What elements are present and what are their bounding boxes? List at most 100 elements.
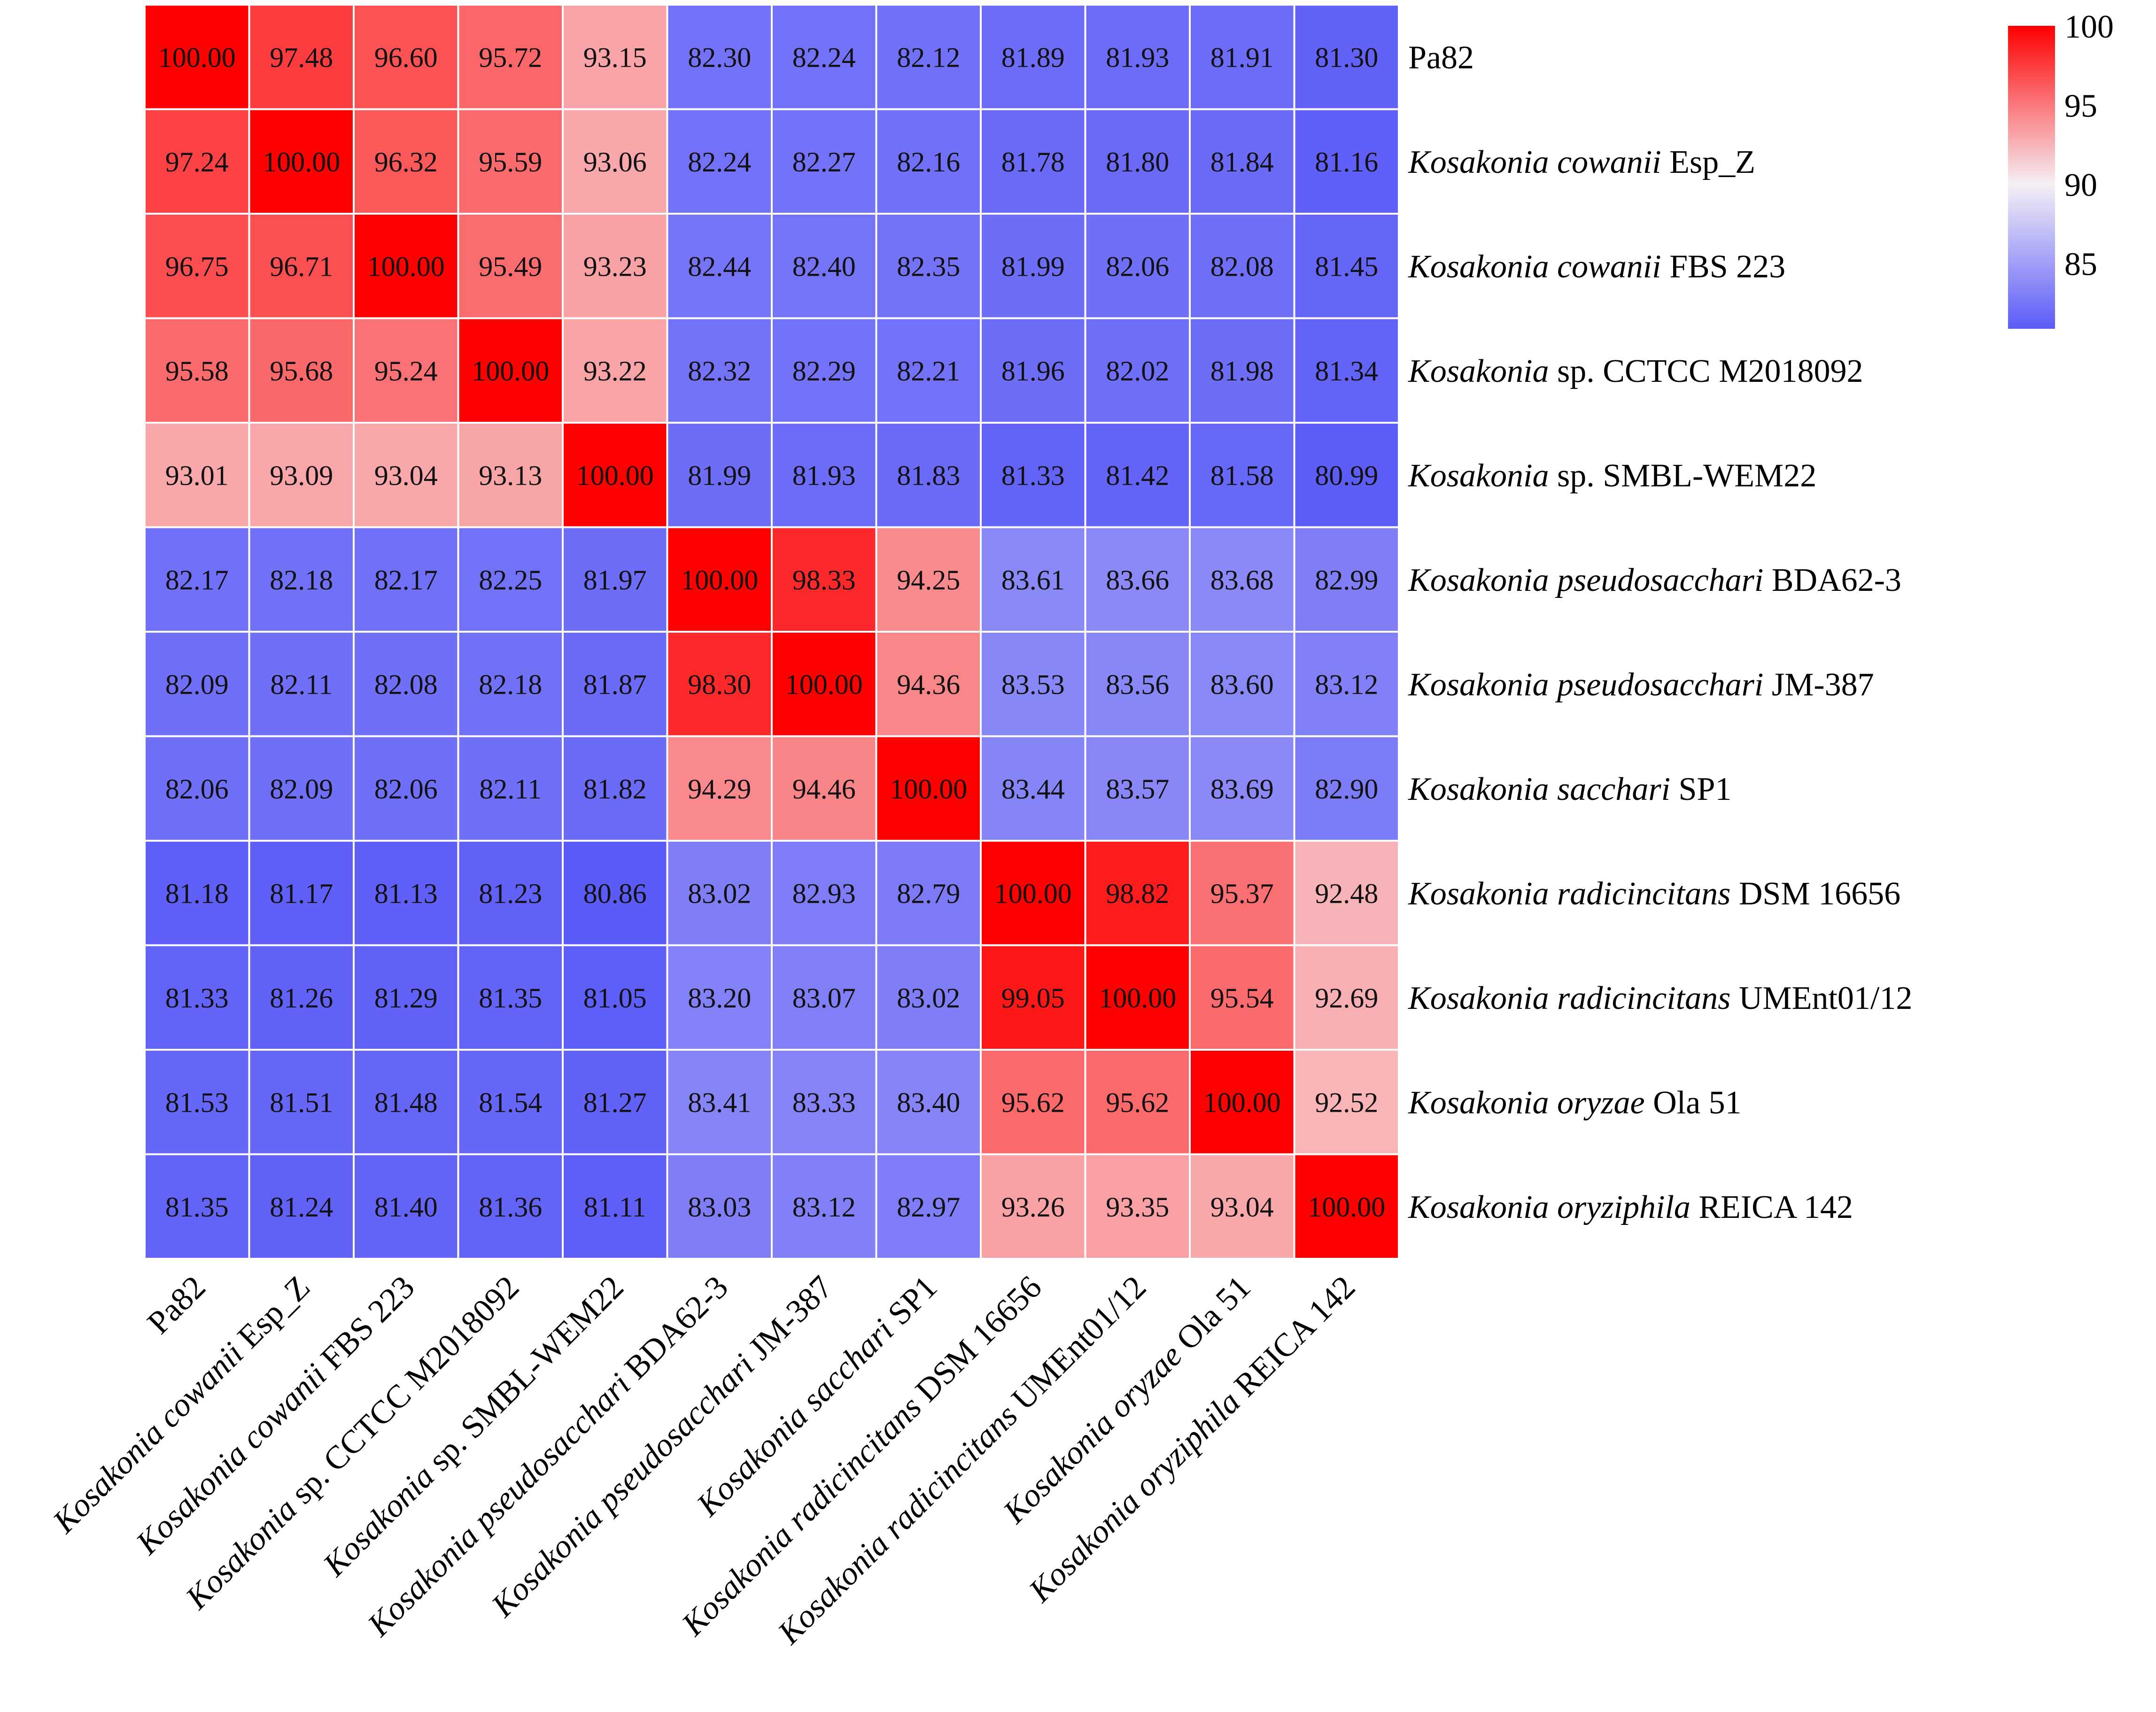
row-label: Kosakonia pseudosacchari BDA62-3 — [1408, 562, 1901, 598]
row-label-italic-part: Kosakonia radicincitans — [1408, 980, 1730, 1016]
cell-value-label: 95.59 — [479, 147, 542, 178]
cell-value-label: 81.83 — [897, 460, 960, 491]
row-label-plain-part: Esp_Z — [1661, 144, 1755, 180]
column-label-italic-part: Kosakonia cowanii — [46, 1335, 250, 1540]
heatmap-cell — [353, 1153, 459, 1260]
row-label: Kosakonia sp. CCTCC M2018092 — [1408, 353, 1863, 389]
cell-value-label: 81.40 — [374, 1192, 438, 1223]
cell-value-label: 82.40 — [792, 251, 856, 282]
cell-value-label: 82.08 — [1210, 251, 1274, 282]
column-label-italic-part: Kosakonia oryziphila — [1022, 1384, 1247, 1610]
heatmap-cell — [1293, 4, 1400, 110]
cell-value-label: 81.11 — [584, 1192, 646, 1223]
cell-value-label: 81.24 — [270, 1192, 333, 1223]
cell-value-label: 97.24 — [165, 147, 229, 178]
heatmap-cell — [771, 108, 877, 215]
cell-value-label: 81.91 — [1210, 42, 1274, 73]
cell-value-label: 95.49 — [479, 251, 542, 282]
column-label: Kosakonia pseudosacchari BDA62-3 — [360, 1269, 735, 1644]
cell-value-label: 82.99 — [1315, 565, 1378, 596]
heatmap-cell — [562, 944, 668, 1051]
cell-value-label: 100.00 — [263, 147, 340, 178]
column-label-italic-part: Kosakonia sacchari — [690, 1312, 901, 1524]
heatmap-cell — [771, 526, 877, 633]
column-label-plain-part: Pa82 — [140, 1269, 212, 1341]
heatmap-cell — [875, 526, 982, 633]
heatmap-cell — [1293, 944, 1400, 1051]
row-label-plain-part: UMEnt01/12 — [1730, 980, 1912, 1016]
cell-value-label: 100.00 — [1203, 1087, 1281, 1118]
cell-value-label: 82.11 — [270, 669, 333, 700]
cell-value-label: 83.61 — [1001, 565, 1065, 596]
heatmap-cell — [666, 108, 773, 215]
cell-value-label: 81.82 — [583, 774, 647, 805]
heatmap-cell — [144, 213, 250, 319]
row-label-italic-part: Kosakonia sacchari — [1408, 771, 1670, 807]
cell-value-label: 83.40 — [897, 1087, 960, 1118]
column-label-plain-part: Ola 51 — [1163, 1269, 1257, 1363]
cell-value-label: 81.18 — [165, 878, 229, 909]
color-scale-ticks: 100 95 90 85 — [2064, 9, 2114, 282]
cell-value-label: 82.08 — [374, 669, 438, 700]
heatmap-cell — [1084, 944, 1191, 1051]
cell-value-label: 99.05 — [1001, 983, 1065, 1014]
cell-value-label: 82.06 — [374, 774, 438, 805]
heatmap-cell — [353, 840, 459, 946]
cell-value-label: 98.82 — [1106, 878, 1169, 909]
row-label-italic-part: Kosakonia cowanii — [1408, 144, 1661, 180]
heatmap-cell — [1293, 840, 1400, 946]
cell-value-label: 95.54 — [1210, 983, 1274, 1014]
heatmap-cell-values: 100.00 97.48 96.60 95.72 93.15 82.30 82.24 82.1… — [158, 42, 1386, 1223]
cell-value-label: 81.29 — [374, 983, 438, 1014]
heatmap-cell — [666, 422, 773, 528]
row-label-italic-part: Kosakonia pseudosacchari — [1408, 562, 1763, 598]
cell-value-label: 81.34 — [1315, 356, 1378, 387]
heatmap-cell — [875, 4, 982, 110]
row-label-plain-part: JM-387 — [1763, 666, 1874, 703]
heatmap-cell — [248, 1153, 355, 1260]
cell-value-label: 100.00 — [367, 251, 445, 282]
heatmap-cell — [457, 213, 564, 319]
cell-value-label: 81.87 — [583, 669, 647, 700]
heatmap-cell — [248, 1049, 355, 1155]
cell-value-label: 98.30 — [688, 669, 751, 700]
cell-value-label: 82.12 — [897, 42, 960, 73]
cell-value-label: 96.32 — [374, 147, 438, 178]
heatmap-cell — [666, 631, 773, 737]
cell-value-label: 83.03 — [688, 1192, 751, 1223]
cell-value-label: 82.97 — [897, 1192, 960, 1223]
column-label-plain-part: Esp_Z — [225, 1269, 317, 1361]
column-label: Kosakonia radicincitans UMEnt01/12 — [771, 1269, 1153, 1651]
heatmap-cell — [1084, 1153, 1191, 1260]
cell-value-label: 100.00 — [890, 774, 967, 805]
cell-value-label: 80.99 — [1315, 460, 1378, 491]
column-label: Kosakonia radicincitans DSM 16656 — [675, 1269, 1048, 1643]
heatmap-cell — [771, 944, 877, 1051]
cell-value-label: 95.62 — [1001, 1087, 1065, 1118]
heatmap-cell — [771, 840, 877, 946]
heatmap-cell — [248, 840, 355, 946]
cell-value-label: 82.24 — [792, 42, 856, 73]
heatmap-cell — [248, 4, 355, 110]
cell-value-label: 81.78 — [1001, 147, 1065, 178]
cell-value-label: 81.84 — [1210, 147, 1274, 178]
cell-value-label: 81.51 — [270, 1087, 333, 1118]
heatmap-cell — [562, 735, 668, 842]
cell-value-label: 83.12 — [1315, 669, 1378, 700]
heatmap-cell — [248, 422, 355, 528]
heatmap-cell — [980, 108, 1086, 215]
cell-value-label: 98.33 — [792, 565, 856, 596]
cell-value-label: 96.75 — [165, 251, 229, 282]
row-label-italic-part: Kosakonia radicincitans — [1408, 875, 1730, 912]
cell-value-label: 82.09 — [270, 774, 333, 805]
heatmap-cell — [457, 1049, 564, 1155]
cell-value-label: 81.48 — [374, 1087, 438, 1118]
column-label-plain-part: JM-387 — [736, 1269, 840, 1373]
row-label: Kosakonia radicincitans DSM 16656 — [1408, 875, 1900, 912]
cell-value-label: 82.44 — [688, 251, 751, 282]
cell-value-label: 81.96 — [1001, 356, 1065, 387]
heatmap-cell — [457, 840, 564, 946]
heatmap-cell — [666, 4, 773, 110]
row-label-italic-part: Kosakonia oryzae — [1408, 1085, 1645, 1121]
